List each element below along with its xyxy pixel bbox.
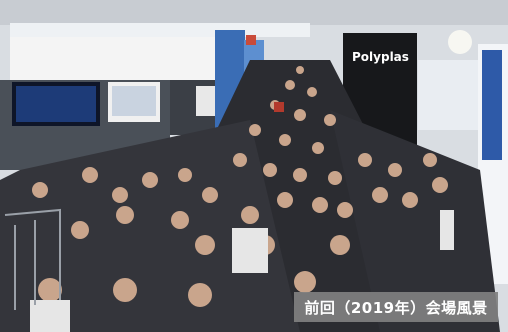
- photo-caption: 前回（2019年）会場風景: [294, 292, 498, 322]
- booth-sign-text: Polyplas: [352, 50, 409, 64]
